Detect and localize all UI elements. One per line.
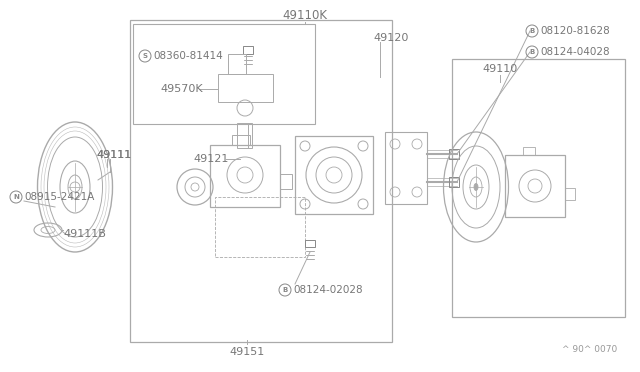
Bar [218, 74, 273, 102]
Text: B: B [529, 28, 534, 34]
Text: 49151: 49151 [229, 347, 264, 357]
Bar [385, 132, 427, 204]
Bar [232, 135, 250, 145]
Text: 49110: 49110 [483, 64, 518, 74]
Text: B: B [282, 287, 287, 293]
Bar [449, 149, 459, 159]
Bar [505, 155, 565, 217]
Text: S: S [143, 53, 147, 59]
Bar [215, 197, 305, 257]
Bar [305, 240, 315, 247]
Bar [452, 59, 625, 317]
Text: 08120-81628: 08120-81628 [540, 26, 610, 36]
Ellipse shape [474, 183, 478, 190]
Bar [243, 46, 253, 54]
Bar [449, 177, 459, 187]
Text: B: B [529, 49, 534, 55]
Text: 08124-02028: 08124-02028 [293, 285, 363, 295]
Text: 49110K: 49110K [282, 9, 328, 22]
Text: 49121: 49121 [193, 154, 228, 164]
Bar [565, 188, 575, 200]
Bar [130, 20, 392, 342]
Bar [237, 123, 252, 148]
Bar [523, 147, 535, 155]
Bar [210, 145, 280, 207]
Text: 49111B: 49111B [63, 229, 106, 239]
Text: 49111: 49111 [96, 150, 131, 160]
Text: 08360-81414: 08360-81414 [153, 51, 223, 61]
Text: 08124-04028: 08124-04028 [540, 47, 610, 57]
Bar [133, 24, 315, 124]
Text: 49111: 49111 [96, 150, 131, 160]
Text: ^ 90^ 0070: ^ 90^ 0070 [562, 346, 617, 355]
Bar [228, 54, 246, 74]
Bar [295, 136, 373, 214]
Text: 08915-2421A: 08915-2421A [24, 192, 94, 202]
Text: N: N [13, 194, 19, 200]
Bar [280, 174, 292, 189]
Text: 49570K: 49570K [160, 84, 203, 94]
Text: 49120: 49120 [373, 33, 408, 43]
